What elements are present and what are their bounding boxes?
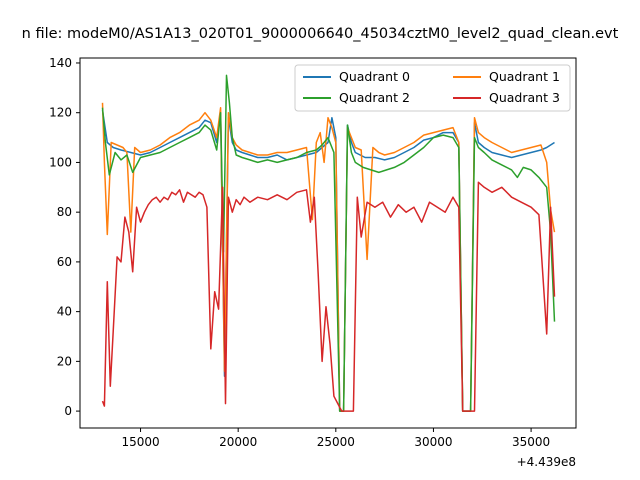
legend-label: Quadrant 2 bbox=[339, 90, 410, 105]
legend-label: Quadrant 1 bbox=[489, 69, 560, 84]
plot-frame bbox=[79, 57, 577, 429]
axes-layer: 15000 20000 25000 30000 35000 0 20 40 60 80 100 120… bbox=[49, 56, 550, 449]
x-tick-label: 35000 bbox=[512, 435, 550, 449]
chart-title: n file: modeM0/AS1A13_020T01_9000006640_… bbox=[22, 26, 619, 42]
series-line-quadrant-2 bbox=[101, 74, 556, 412]
y-tick-label: 80 bbox=[57, 205, 72, 219]
legend-label: Quadrant 3 bbox=[489, 90, 560, 105]
plot-background bbox=[80, 58, 576, 428]
plot-area: 15000 20000 25000 30000 35000 0 20 40 60 80 100 120… bbox=[49, 56, 577, 449]
y-tick-label: 40 bbox=[57, 305, 72, 319]
y-tick-label: 120 bbox=[49, 106, 72, 120]
x-tick-label: 20000 bbox=[219, 435, 257, 449]
series-line-quadrant-0 bbox=[101, 110, 555, 412]
y-tick-label: 140 bbox=[49, 56, 72, 70]
y-tick-label: 20 bbox=[57, 354, 72, 368]
x-tick-label: 25000 bbox=[317, 435, 355, 449]
x-tick-label: 15000 bbox=[121, 435, 159, 449]
series-line-quadrant-3 bbox=[101, 181, 556, 412]
series-layer bbox=[101, 74, 556, 412]
x-offset-label: +4.439e8 bbox=[517, 455, 576, 469]
x-tick-label: 30000 bbox=[414, 435, 452, 449]
legend: Quadrant 0 Quadrant 1 Quadrant 2 Quadrant 3 bbox=[294, 64, 571, 112]
legend-label: Quadrant 0 bbox=[339, 69, 410, 84]
y-tick-label: 100 bbox=[49, 155, 72, 169]
y-tick-label: 0 bbox=[64, 404, 72, 418]
y-tick-label: 60 bbox=[57, 255, 72, 269]
legend-box bbox=[294, 64, 571, 112]
